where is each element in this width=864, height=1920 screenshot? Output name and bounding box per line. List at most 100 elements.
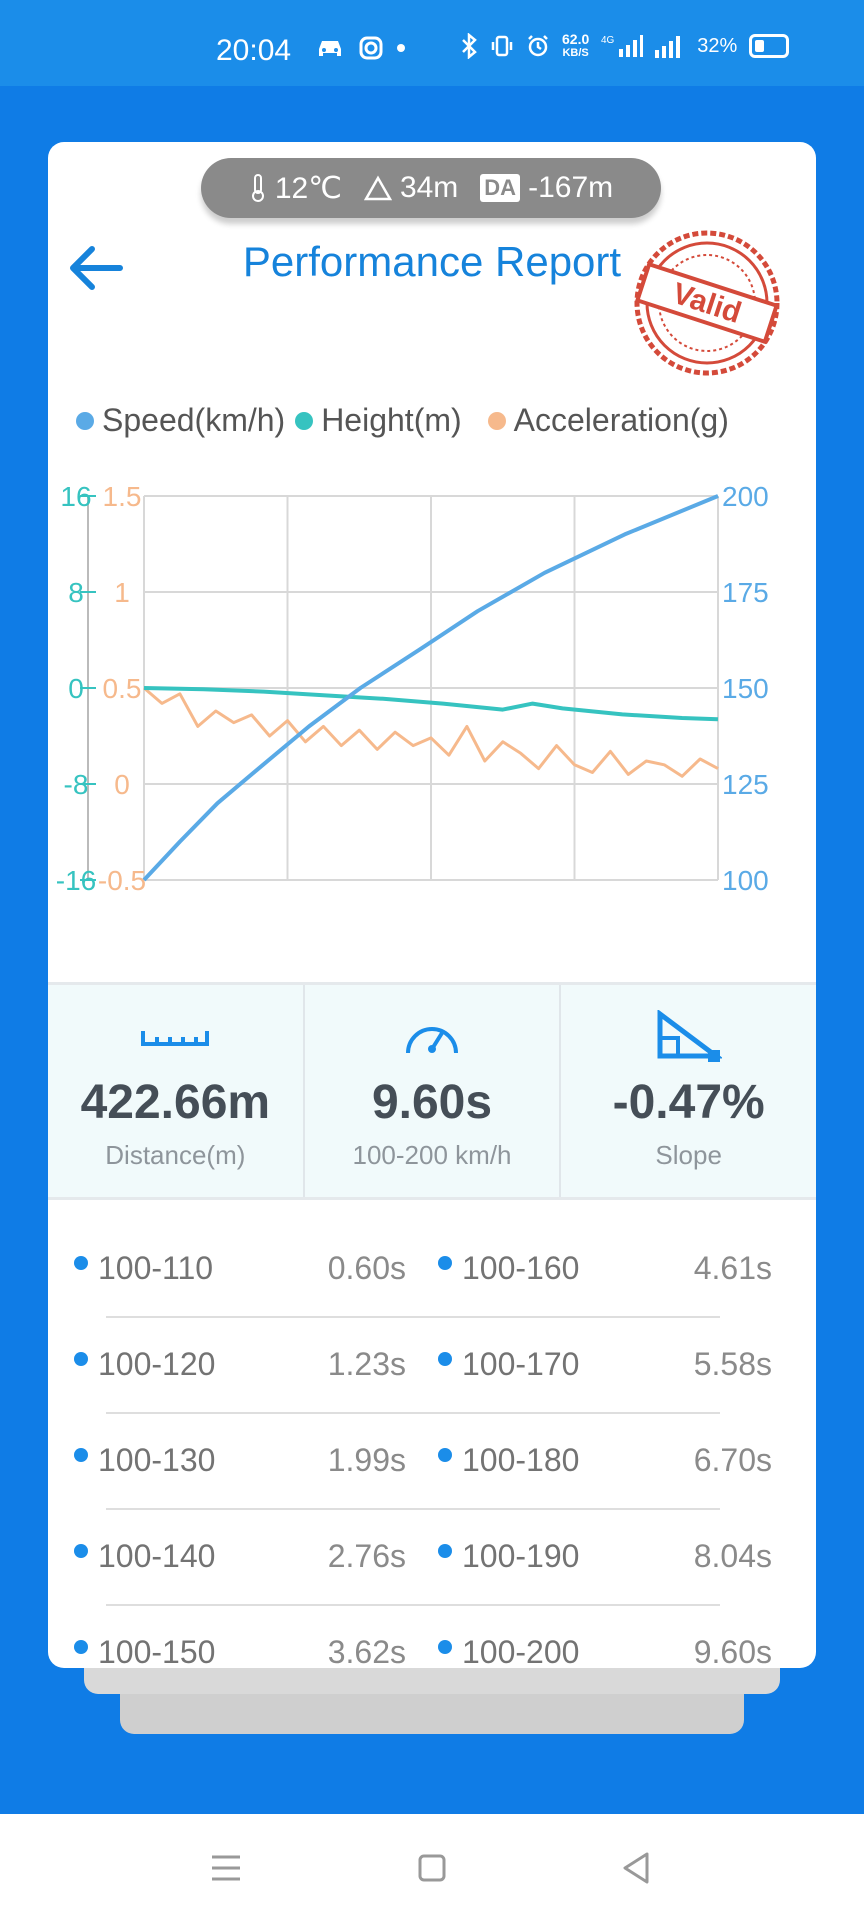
performance-chart: 16 8 0 -8 -16 1.5 1 0.5 0 -0.5 200 175 150 125 100 bbox=[56, 481, 769, 896]
speed-tick-label: 125 bbox=[722, 769, 769, 800]
back-button[interactable] bbox=[64, 236, 128, 300]
split-time-left: 3.62s bbox=[328, 1634, 406, 1668]
split-range-right-text: 100-200 bbox=[462, 1634, 580, 1668]
density-altitude: DA -167m bbox=[480, 171, 613, 205]
split-range-left-text: 100-130 bbox=[98, 1442, 216, 1478]
split-range-left: 100-130 bbox=[74, 1442, 215, 1479]
split-time-left: 1.99s bbox=[328, 1442, 406, 1479]
instagram-icon bbox=[359, 36, 383, 60]
split-range-right-text: 100-170 bbox=[462, 1346, 580, 1382]
split-time-left: 2.76s bbox=[328, 1538, 406, 1575]
status-system-icons: 62.0 KB/S 4G 32% bbox=[460, 32, 790, 60]
menu-icon bbox=[212, 1855, 240, 1881]
chart-legend: Speed(km/h) Height(m) Acceleration(g) bbox=[76, 402, 739, 439]
legend-dot bbox=[76, 411, 94, 430]
performance-report-card: 12℃ 34m DA -167m Performance Report Vali… bbox=[48, 142, 816, 1668]
bullet-icon bbox=[74, 1351, 88, 1366]
speed-tick-label: 175 bbox=[722, 577, 769, 608]
split-time-left-text: 3.62s bbox=[327, 1634, 406, 1668]
split-range-right: 100-190 bbox=[438, 1538, 579, 1575]
speedometer-icon bbox=[406, 1027, 458, 1054]
split-range-left-text: 100-140 bbox=[98, 1538, 216, 1574]
height-tick-label: 0 bbox=[68, 673, 84, 704]
bluetooth-icon bbox=[462, 33, 477, 59]
legend-speed: Speed(km/h) bbox=[76, 402, 285, 439]
mountain-icon bbox=[363, 175, 392, 201]
split-range-right: 100-200 bbox=[438, 1634, 579, 1668]
stat-label: 100-200 km/h bbox=[352, 1140, 512, 1170]
home-button[interactable] bbox=[410, 1846, 454, 1890]
menu-button[interactable] bbox=[204, 1846, 248, 1890]
height-tick-label: 8 bbox=[68, 577, 84, 608]
bullet-icon bbox=[438, 1447, 452, 1462]
table-row: 100-110 0.60s 100-160 4.61s bbox=[48, 1222, 816, 1318]
conditions-pill: 12℃ 34m DA -167m bbox=[201, 158, 661, 218]
stat-distance: 422.66m Distance(m) bbox=[48, 985, 305, 1197]
split-time-right: 5.58s bbox=[694, 1346, 772, 1383]
legend-dot bbox=[295, 411, 314, 430]
altitude: 34m bbox=[363, 171, 458, 205]
square-icon bbox=[418, 1854, 446, 1882]
status-time: 20:04 bbox=[216, 34, 292, 67]
thermometer-icon bbox=[251, 174, 264, 202]
split-time-right-text: 8.04s bbox=[693, 1538, 772, 1574]
stat-value: 422.66m bbox=[80, 1076, 271, 1129]
acceleration-tick-label: -0.5 bbox=[98, 865, 146, 896]
dot-icon bbox=[397, 44, 405, 52]
acceleration-tick-label: 1 bbox=[114, 577, 130, 608]
stats-panel: 422.66m Distance(m) 9.60s 100-200 km/h -… bbox=[48, 982, 816, 1200]
bullet-icon bbox=[74, 1543, 88, 1558]
stat-value: -0.47% bbox=[612, 1076, 765, 1129]
table-row: 100-150 3.62s 100-200 9.60s bbox=[48, 1606, 816, 1668]
split-range-left-text: 100-120 bbox=[98, 1346, 216, 1382]
height-tick-label: 16 bbox=[60, 481, 91, 512]
stat-slope: -0.47% Slope bbox=[561, 985, 816, 1197]
speed-tick-label: 100 bbox=[722, 865, 769, 896]
speed-tick-label: 150 bbox=[722, 673, 769, 704]
split-time-right-text: 5.58s bbox=[693, 1346, 772, 1382]
stat-label: Slope bbox=[655, 1140, 722, 1170]
split-range-right-text: 100-180 bbox=[462, 1442, 580, 1478]
back-nav-button[interactable] bbox=[614, 1846, 658, 1890]
battery-icon bbox=[749, 34, 790, 58]
table-row: 100-120 1.23s 100-170 5.58s bbox=[48, 1318, 816, 1414]
card-stack-back bbox=[120, 1694, 744, 1734]
valid-stamp: Valid bbox=[634, 230, 780, 376]
split-times-table: 100-110 0.60s 100-160 4.61s 100-120 1.23s 100-… bbox=[48, 1222, 816, 1668]
acceleration-tick-label: 0.5 bbox=[103, 673, 142, 704]
split-time-right-text: 6.70s bbox=[693, 1442, 772, 1478]
split-time-left-text: 1.99s bbox=[327, 1442, 406, 1478]
status-bar: 20:04 62.0 KB/S 4G 32% bbox=[0, 0, 864, 86]
legend-acceleration: Acceleration(g) bbox=[487, 402, 729, 439]
acceleration-tick-label: 0 bbox=[114, 769, 130, 800]
legend-height: Height(m) bbox=[295, 402, 462, 439]
ruler-icon bbox=[141, 1031, 210, 1046]
split-time-right: 6.70s bbox=[694, 1442, 772, 1479]
series-line-heightm bbox=[143, 686, 719, 722]
bullet-icon bbox=[438, 1639, 452, 1654]
signal-4g-icon: 4G bbox=[601, 35, 644, 57]
split-time-right-text: 9.60s bbox=[693, 1634, 772, 1668]
series-line-speedkmh bbox=[142, 494, 719, 882]
speed-tick-label: 200 bbox=[722, 481, 769, 512]
split-range-right-text: 100-190 bbox=[462, 1538, 580, 1574]
split-range-left-text: 100-150 bbox=[98, 1634, 216, 1668]
height-tick-label: -16 bbox=[56, 865, 96, 896]
height-tick-label: -8 bbox=[64, 769, 89, 800]
da-icon: DA bbox=[480, 174, 521, 202]
slope-icon bbox=[657, 1010, 722, 1062]
split-time-left: 0.60s bbox=[328, 1250, 406, 1287]
split-range-left: 100-110 bbox=[74, 1250, 213, 1287]
triangle-back-icon bbox=[623, 1852, 649, 1884]
alarm-icon bbox=[528, 35, 548, 57]
bullet-icon bbox=[74, 1255, 88, 1270]
split-range-left: 100-140 bbox=[74, 1538, 215, 1575]
table-row: 100-140 2.76s 100-190 8.04s bbox=[48, 1510, 816, 1606]
acceleration-tick-label: 1.5 bbox=[103, 481, 142, 512]
arrow-left-icon bbox=[70, 246, 123, 290]
bullet-icon bbox=[74, 1639, 88, 1654]
split-time-right: 8.04s bbox=[694, 1538, 772, 1575]
legend-dot bbox=[487, 411, 506, 430]
vibrate-icon bbox=[491, 35, 513, 57]
split-time-right-text: 4.61s bbox=[693, 1250, 772, 1286]
